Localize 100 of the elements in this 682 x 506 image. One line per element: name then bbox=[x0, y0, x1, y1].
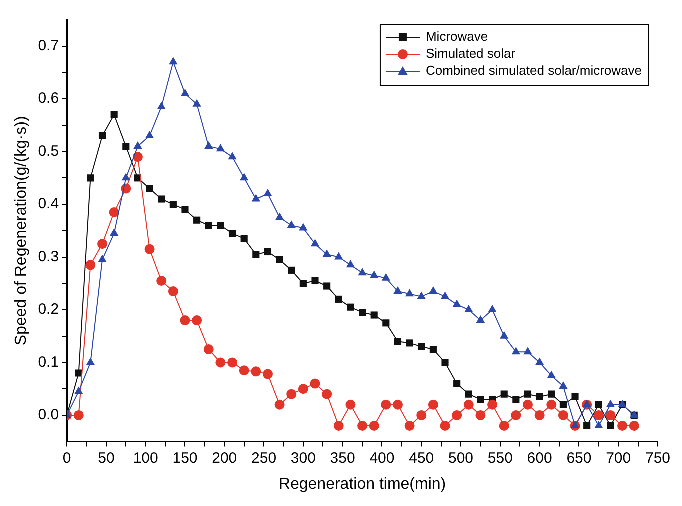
point bbox=[310, 239, 320, 247]
y-axis-title: Speed of Regeneration(g/(kg·s)) bbox=[13, 116, 30, 346]
point bbox=[216, 144, 226, 152]
point bbox=[500, 390, 508, 398]
point bbox=[286, 389, 297, 400]
point bbox=[522, 400, 533, 410]
point bbox=[464, 304, 474, 312]
point bbox=[442, 359, 449, 366]
point bbox=[299, 223, 308, 231]
point bbox=[86, 358, 96, 366]
point bbox=[394, 338, 402, 346]
x-tick-label: 0 bbox=[62, 450, 72, 467]
point bbox=[488, 304, 497, 312]
point bbox=[392, 400, 403, 410]
x-tick-label: 200 bbox=[212, 450, 238, 467]
point bbox=[262, 369, 273, 380]
point bbox=[87, 174, 94, 182]
point bbox=[594, 420, 604, 428]
point bbox=[534, 410, 545, 420]
point bbox=[276, 256, 284, 264]
point bbox=[228, 230, 236, 238]
point bbox=[252, 194, 260, 202]
point bbox=[287, 220, 296, 228]
point bbox=[275, 212, 284, 220]
point bbox=[204, 142, 214, 150]
point bbox=[300, 280, 307, 288]
point bbox=[430, 346, 437, 354]
y-tick-label: 0.4 bbox=[38, 196, 60, 213]
point bbox=[145, 130, 154, 138]
point bbox=[464, 400, 474, 410]
point bbox=[110, 228, 119, 236]
point bbox=[499, 420, 510, 431]
point bbox=[358, 309, 366, 316]
point bbox=[558, 410, 568, 420]
point bbox=[428, 400, 438, 410]
point bbox=[500, 331, 509, 339]
point bbox=[168, 286, 178, 297]
point bbox=[570, 420, 580, 428]
x-tick-label: 400 bbox=[370, 450, 395, 467]
y-tick-label: 0.1 bbox=[38, 354, 60, 371]
legend-label: Combined simulated solar/microwave bbox=[426, 63, 642, 78]
point bbox=[180, 316, 190, 326]
point bbox=[512, 396, 520, 404]
x-tick-label: 600 bbox=[527, 450, 552, 467]
point bbox=[394, 286, 402, 294]
point bbox=[298, 384, 308, 394]
y-tick-label: 0.7 bbox=[38, 38, 60, 55]
point bbox=[134, 142, 142, 150]
point bbox=[74, 386, 84, 394]
point bbox=[488, 400, 498, 410]
point bbox=[382, 273, 390, 281]
point bbox=[182, 206, 189, 214]
x-axis-title: Regeneration time(min) bbox=[278, 476, 446, 493]
point bbox=[122, 143, 130, 150]
point bbox=[347, 304, 354, 311]
point bbox=[180, 88, 190, 96]
point bbox=[524, 347, 532, 355]
point bbox=[264, 248, 272, 256]
point bbox=[322, 389, 332, 400]
point bbox=[158, 196, 166, 203]
point bbox=[122, 173, 130, 181]
point bbox=[98, 239, 108, 250]
point bbox=[606, 410, 616, 420]
point bbox=[312, 277, 319, 285]
point bbox=[334, 420, 344, 431]
point bbox=[144, 244, 155, 254]
point bbox=[204, 344, 214, 355]
point bbox=[346, 400, 356, 410]
point bbox=[240, 173, 249, 181]
y-tick-label: 0.0 bbox=[38, 406, 60, 424]
point bbox=[369, 420, 380, 431]
point bbox=[536, 393, 544, 401]
x-tick-label: 250 bbox=[252, 450, 277, 467]
point bbox=[335, 296, 342, 303]
x-tick-label: 700 bbox=[606, 450, 632, 467]
point bbox=[264, 188, 272, 196]
point bbox=[194, 216, 201, 224]
point bbox=[157, 102, 166, 110]
x-tick-label: 550 bbox=[488, 450, 513, 467]
point bbox=[170, 201, 177, 208]
point bbox=[228, 152, 237, 160]
x-tick-label: 300 bbox=[290, 450, 316, 467]
legend-label: Microwave bbox=[426, 29, 488, 44]
point bbox=[324, 282, 331, 290]
point bbox=[477, 396, 484, 404]
point bbox=[240, 235, 248, 242]
x-tick-label: 150 bbox=[172, 450, 198, 467]
point bbox=[405, 289, 414, 297]
point bbox=[251, 366, 262, 377]
point bbox=[452, 300, 462, 308]
point bbox=[228, 358, 238, 368]
point bbox=[547, 370, 556, 378]
point bbox=[358, 420, 368, 431]
point bbox=[404, 420, 415, 431]
point bbox=[454, 380, 461, 388]
point bbox=[582, 400, 592, 408]
point bbox=[239, 366, 250, 376]
point bbox=[382, 320, 390, 327]
point bbox=[417, 292, 426, 300]
point bbox=[546, 400, 557, 410]
